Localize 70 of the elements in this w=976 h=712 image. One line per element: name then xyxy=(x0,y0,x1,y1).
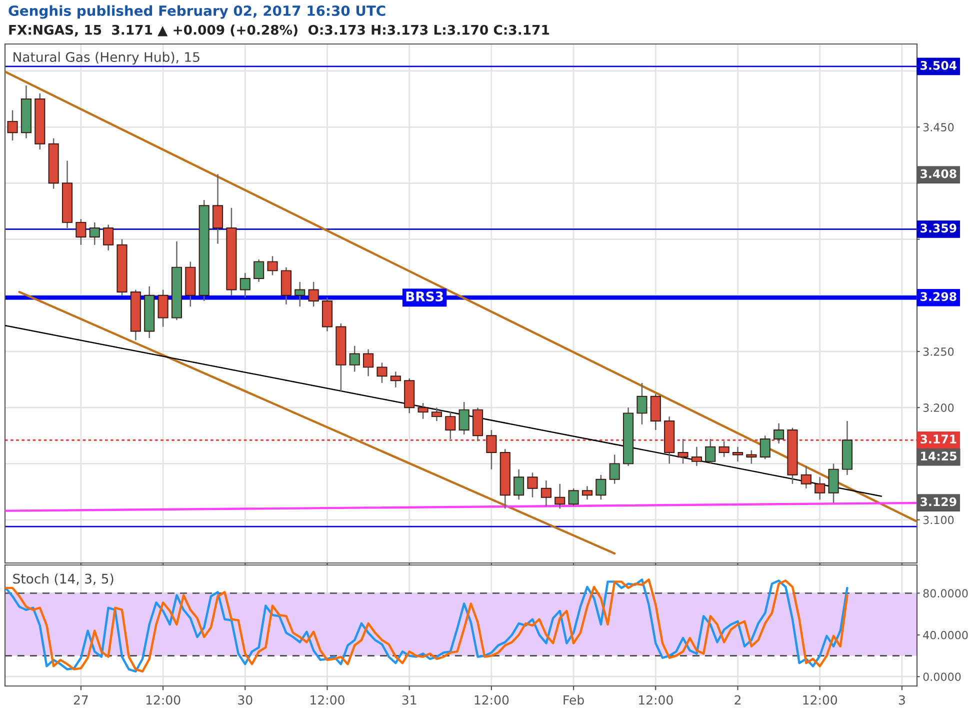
chart-subtitle: FX:NGAS, 15 3.171 ▲ +0.009 (+0.28%) O:3.173 H:3.173 L:3.170 C:3.171 xyxy=(9,24,550,37)
x-tick-label: 30 xyxy=(238,695,252,705)
candlestick xyxy=(254,258,264,283)
y-tick-label: 40.0000 xyxy=(923,630,968,640)
candlestick xyxy=(774,422,784,444)
y-tick-label: 3.250 xyxy=(923,347,954,356)
x-tick-label: 12:00 xyxy=(146,695,180,705)
candlestick xyxy=(760,435,770,460)
ref-line-label: 3.504 xyxy=(920,60,957,70)
candlestick xyxy=(158,289,168,328)
candlestick xyxy=(554,483,566,510)
x-tick-label: 27 xyxy=(74,695,88,705)
candlestick xyxy=(308,281,319,308)
candlestick xyxy=(376,362,388,384)
candlestick xyxy=(76,218,86,246)
x-tick-label: Feb xyxy=(564,695,584,705)
text: Stoch (14, 3, 5) xyxy=(13,573,114,586)
candlestick xyxy=(7,110,18,142)
ref-line-label: 3.171 xyxy=(920,434,956,444)
candlestick xyxy=(212,174,224,244)
candlestick xyxy=(89,222,100,246)
candlestick xyxy=(445,411,456,440)
candlestick xyxy=(691,446,702,467)
x-tick-label: 2 xyxy=(734,695,740,705)
candlestick xyxy=(294,281,306,308)
text: 14:25 xyxy=(921,452,956,461)
x-tick-label: 31 xyxy=(402,695,416,705)
candlestick xyxy=(527,472,538,498)
candlestick xyxy=(240,272,250,298)
candlestick xyxy=(596,474,606,500)
chart-title: Genghis published February 02, 2017 16:30 UTC xyxy=(8,5,386,19)
candlestick xyxy=(718,440,730,458)
x-tick-label: 12:00 xyxy=(803,695,838,705)
candlestick xyxy=(418,402,428,420)
candlestick xyxy=(486,429,497,470)
x-tick-label: 12:00 xyxy=(310,695,344,705)
candlestick xyxy=(582,486,593,500)
x-tick-label: 12:00 xyxy=(639,695,673,705)
candlestick xyxy=(609,454,620,485)
candlestick xyxy=(800,465,812,489)
candlestick xyxy=(636,382,648,426)
ref-line-label: 3.298 xyxy=(920,292,956,302)
candlestick xyxy=(678,438,688,464)
candlestick xyxy=(705,438,716,464)
y-tick-label: 3.100 xyxy=(923,516,954,524)
text: 3.129 xyxy=(920,497,956,506)
candlestick xyxy=(540,480,552,507)
y-tick-label: 3.450 xyxy=(923,123,954,132)
annotation: Natural Gas (Henry Hub), 15 xyxy=(14,52,200,65)
candlestick xyxy=(431,406,442,422)
y-tick-label: 3.200 xyxy=(923,404,954,412)
ref-line-label: 3.359 xyxy=(920,224,956,233)
text: 3.408 xyxy=(920,169,956,178)
y-tick-label: 0.0000 xyxy=(923,672,961,681)
candlestick xyxy=(732,446,744,462)
candlestick xyxy=(349,345,360,372)
annotation: BRS3 xyxy=(406,291,443,302)
candlestick xyxy=(814,476,826,500)
y-tick-label: 80.0000 xyxy=(923,589,968,598)
candlestick xyxy=(568,488,579,507)
candlestick xyxy=(458,401,470,436)
candlestick xyxy=(828,463,839,504)
candlestick xyxy=(390,371,401,388)
x-tick-label: 3 xyxy=(898,695,905,705)
candlestick xyxy=(103,224,114,252)
candlestick xyxy=(514,468,524,500)
x-tick-label: 12:00 xyxy=(474,695,509,705)
candlestick xyxy=(746,450,757,464)
candlestick xyxy=(363,348,374,377)
candlestick xyxy=(267,255,278,276)
